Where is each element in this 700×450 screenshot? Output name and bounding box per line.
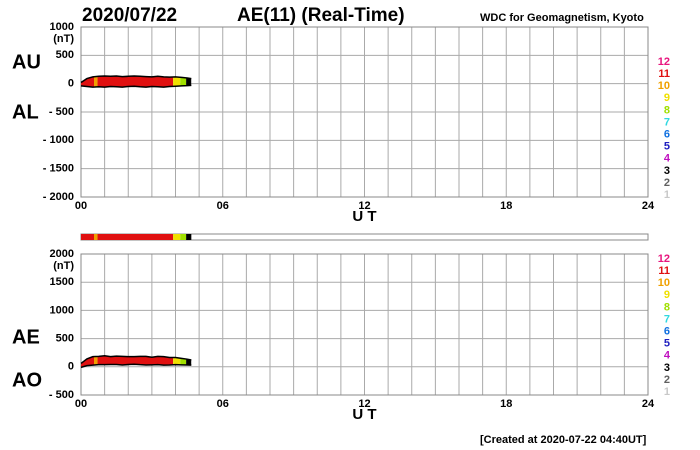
series-line [80, 355, 192, 365]
x-axis-label: U T [352, 406, 376, 423]
x-tick-label: 18 [500, 398, 512, 410]
level-legend: 6 [664, 326, 670, 338]
level-legend: 11 [658, 265, 670, 277]
level-legend: 3 [664, 165, 670, 177]
level-legend: 9 [664, 92, 670, 104]
activity-segment [173, 234, 181, 240]
plot-frame [80, 26, 649, 198]
activity-fill [186, 359, 192, 366]
activity-fill [173, 357, 181, 365]
y-tick-label: - 1000 [43, 134, 74, 146]
x-tick-label: 24 [642, 200, 655, 212]
level-legend: 7 [664, 313, 670, 325]
series-label: AU [12, 51, 41, 73]
y-tick-label: 500 [56, 49, 74, 61]
source: WDC for Geomagnetism, Kyoto [480, 12, 644, 24]
series-line [80, 75, 192, 84]
level-legend: 2 [664, 374, 670, 386]
y-tick-label: 1000 [50, 21, 74, 33]
level-legend: 8 [664, 301, 670, 313]
y-tick-label: - 1500 [43, 163, 74, 175]
plot-frame [80, 253, 649, 396]
level-legend: 10 [658, 277, 670, 289]
series-label: AL [12, 101, 39, 123]
footer: [Created at 2020-07-22 04:40UT] [480, 434, 647, 446]
activity-fill [81, 76, 94, 88]
y-tick-label: 0 [68, 361, 74, 373]
activity-fill [180, 77, 187, 86]
x-tick-label: 00 [75, 200, 87, 212]
activity-fill [93, 356, 98, 366]
x-tick-label: 18 [500, 200, 512, 212]
y-tick-label: - 2000 [43, 191, 74, 203]
x-tick-label: 00 [75, 398, 87, 410]
x-tick-label: 12 [358, 398, 370, 410]
series-line [80, 363, 192, 369]
series-label: AO [12, 369, 42, 391]
series-line [80, 84, 192, 88]
level-legend: 1 [664, 189, 670, 201]
level-legend: 4 [664, 153, 671, 165]
level-legend: 10 [658, 80, 670, 92]
activity-segment [93, 234, 98, 240]
y-axis-label: (nT) [53, 33, 74, 45]
activity-fill [186, 77, 192, 86]
y-tick-label: 1500 [50, 276, 74, 288]
x-tick-label: 06 [217, 398, 229, 410]
x-tick-label: 06 [217, 200, 229, 212]
level-legend: 11 [658, 68, 670, 80]
activity-fill [97, 355, 174, 366]
activity-segment [81, 234, 94, 240]
activity-fill [93, 76, 98, 88]
y-tick-label: - 500 [49, 106, 74, 118]
activity-fill [97, 76, 174, 88]
level-legend: 5 [664, 338, 670, 350]
y-tick-label: 0 [68, 78, 74, 90]
y-tick-label: - 500 [49, 389, 74, 401]
y-tick-label: 500 [56, 333, 74, 345]
activity-fill [173, 76, 181, 87]
activity-segment [186, 234, 192, 240]
x-tick-label: 12 [358, 200, 370, 212]
y-tick-label: 2000 [50, 248, 74, 260]
level-legend: 8 [664, 104, 670, 116]
level-legend: 12 [658, 56, 670, 68]
activity-segment [97, 234, 174, 240]
x-axis-label: U T [352, 208, 376, 225]
level-legend: 1 [664, 386, 670, 398]
level-legend: 12 [658, 253, 670, 265]
y-tick-label: 1000 [50, 304, 74, 316]
level-legend: 3 [664, 362, 670, 374]
level-legend: 6 [664, 129, 670, 141]
activity-segment [180, 234, 187, 240]
level-legend: 5 [664, 141, 670, 153]
level-legend: 7 [664, 116, 670, 128]
level-legend: 2 [664, 177, 670, 189]
chart-title: AE(11) (Real-Time) [237, 5, 405, 26]
level-legend: 4 [664, 350, 671, 362]
series-label: AE [12, 326, 40, 348]
y-axis-label: (nT) [53, 260, 74, 272]
date: 2020/07/22 [82, 5, 177, 26]
activity-fill [180, 358, 187, 365]
level-legend: 9 [664, 289, 670, 301]
x-tick-label: 24 [642, 398, 655, 410]
